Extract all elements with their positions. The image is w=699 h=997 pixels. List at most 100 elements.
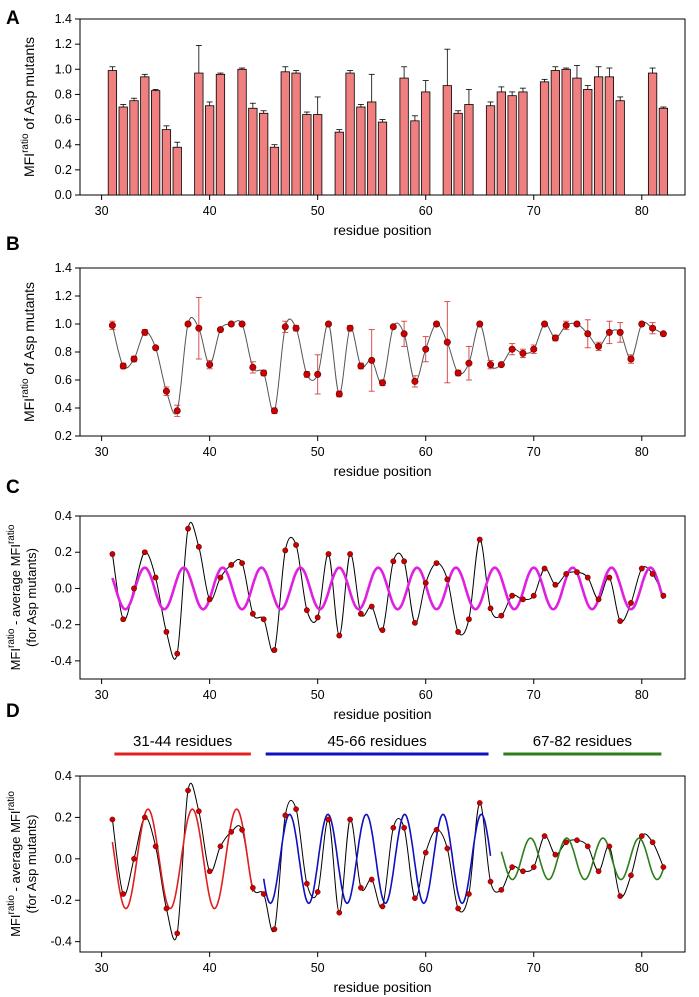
data-point <box>141 328 149 336</box>
data-point <box>530 345 538 353</box>
data-point <box>120 891 127 897</box>
panel-c: C 30 40 50 60 70 80 -0.4 -0.2 0.0 0.2 0.4 residue po… <box>6 477 686 722</box>
x-tick-label: 40 <box>203 204 217 218</box>
data-point <box>293 542 299 548</box>
bar <box>658 107 669 196</box>
data-point <box>605 328 613 336</box>
y-tick-label: 0.0 <box>55 188 72 202</box>
x-tick-label: 60 <box>419 961 433 975</box>
data-point <box>357 610 364 617</box>
y-axis-label-line2: (for Asp mutants) <box>24 815 39 914</box>
bar <box>421 91 431 196</box>
data-point <box>638 565 645 572</box>
data-point <box>552 581 559 588</box>
data-point <box>520 868 526 875</box>
data-point <box>659 330 667 338</box>
bar <box>410 120 420 196</box>
data-point <box>628 872 634 879</box>
y-tick-label: 1.4 <box>55 12 72 26</box>
bar <box>367 101 377 196</box>
data-point <box>109 816 116 823</box>
data-point <box>141 814 148 821</box>
data-point <box>163 629 170 635</box>
x-tick-label: 70 <box>527 204 541 218</box>
data-point <box>497 361 505 369</box>
bar <box>313 114 323 196</box>
bar <box>259 112 269 196</box>
plot-frame <box>79 775 686 953</box>
y-axis-label-line2: (for Asp mutants) <box>24 548 39 647</box>
data-point <box>227 320 235 328</box>
data-point <box>271 926 278 933</box>
data-point <box>498 887 505 893</box>
x-axis-label: residue position <box>333 222 431 238</box>
data-point <box>487 605 494 612</box>
data-point <box>422 345 430 353</box>
y-label-part: MFI <box>8 648 23 670</box>
data-point <box>638 320 646 328</box>
x-tick-label: 80 <box>635 961 649 975</box>
data-point <box>152 843 159 850</box>
data-point <box>455 905 461 912</box>
bar <box>647 72 658 196</box>
x-tick-label: 40 <box>203 961 217 975</box>
data-point <box>412 619 418 626</box>
data-point <box>400 330 408 338</box>
data-point <box>573 320 581 328</box>
data-point <box>368 356 376 364</box>
data-point <box>455 629 462 635</box>
data-point <box>378 379 386 387</box>
y-tick-label: 1.4 <box>55 261 72 275</box>
data-point <box>433 320 441 328</box>
bar <box>215 73 226 196</box>
data-point <box>346 324 354 332</box>
data-point <box>444 845 451 852</box>
bar <box>107 70 118 196</box>
panel-b: B 30 40 50 60 70 80 0.2 0.4 0.6 0.8 1.0 1.2 1.4 residu… <box>6 234 686 479</box>
panel-d: D 30 40 50 60 70 80 -0.4 -0.2 0.0 0.2 0.4 residue po… <box>6 701 686 995</box>
x-tick-label: 60 <box>419 688 433 702</box>
bar <box>345 72 355 196</box>
y-tick-label: 0.6 <box>55 113 72 127</box>
bar <box>572 77 582 196</box>
bar <box>237 68 247 196</box>
bar <box>140 76 150 196</box>
data-point <box>401 824 407 831</box>
data-point <box>357 362 365 370</box>
data-point <box>649 839 656 846</box>
data-point <box>120 616 127 623</box>
y-tick-label: 1.2 <box>55 37 72 51</box>
plot-frame <box>79 267 686 437</box>
y-label-part: of Asp mutants <box>21 37 37 134</box>
data-point <box>379 627 386 633</box>
y-tick-label: -0.2 <box>50 618 72 632</box>
x-tick-label: 60 <box>419 445 433 459</box>
y-tick-label: 0.4 <box>55 769 72 783</box>
y-tick-label: 0.2 <box>55 545 72 559</box>
data-point <box>141 549 148 556</box>
y-axis-label: MFIratio of Asp mutants <box>20 37 37 177</box>
bar <box>334 131 344 196</box>
data-point <box>443 338 451 346</box>
x-tick-label: 70 <box>527 688 541 702</box>
y-label-part: MFI <box>21 153 37 177</box>
data-point <box>562 321 570 329</box>
data-point <box>422 849 429 856</box>
data-point <box>303 607 310 614</box>
bar <box>280 71 290 196</box>
x-axis-label: residue position <box>333 979 431 995</box>
data-point <box>616 328 624 336</box>
x-tick-label: 30 <box>95 961 109 975</box>
data-point <box>347 816 353 823</box>
data-point <box>390 558 397 565</box>
data-point <box>206 361 214 369</box>
data-point <box>627 355 635 363</box>
bar <box>269 146 280 196</box>
y-tick-label: 0.4 <box>55 401 72 415</box>
y-tick-label: 0.0 <box>55 852 72 866</box>
x-tick-label: 60 <box>419 204 433 218</box>
x-tick-label: 70 <box>527 445 541 459</box>
bar <box>518 91 528 196</box>
data-point <box>336 632 343 639</box>
bar <box>172 146 182 196</box>
